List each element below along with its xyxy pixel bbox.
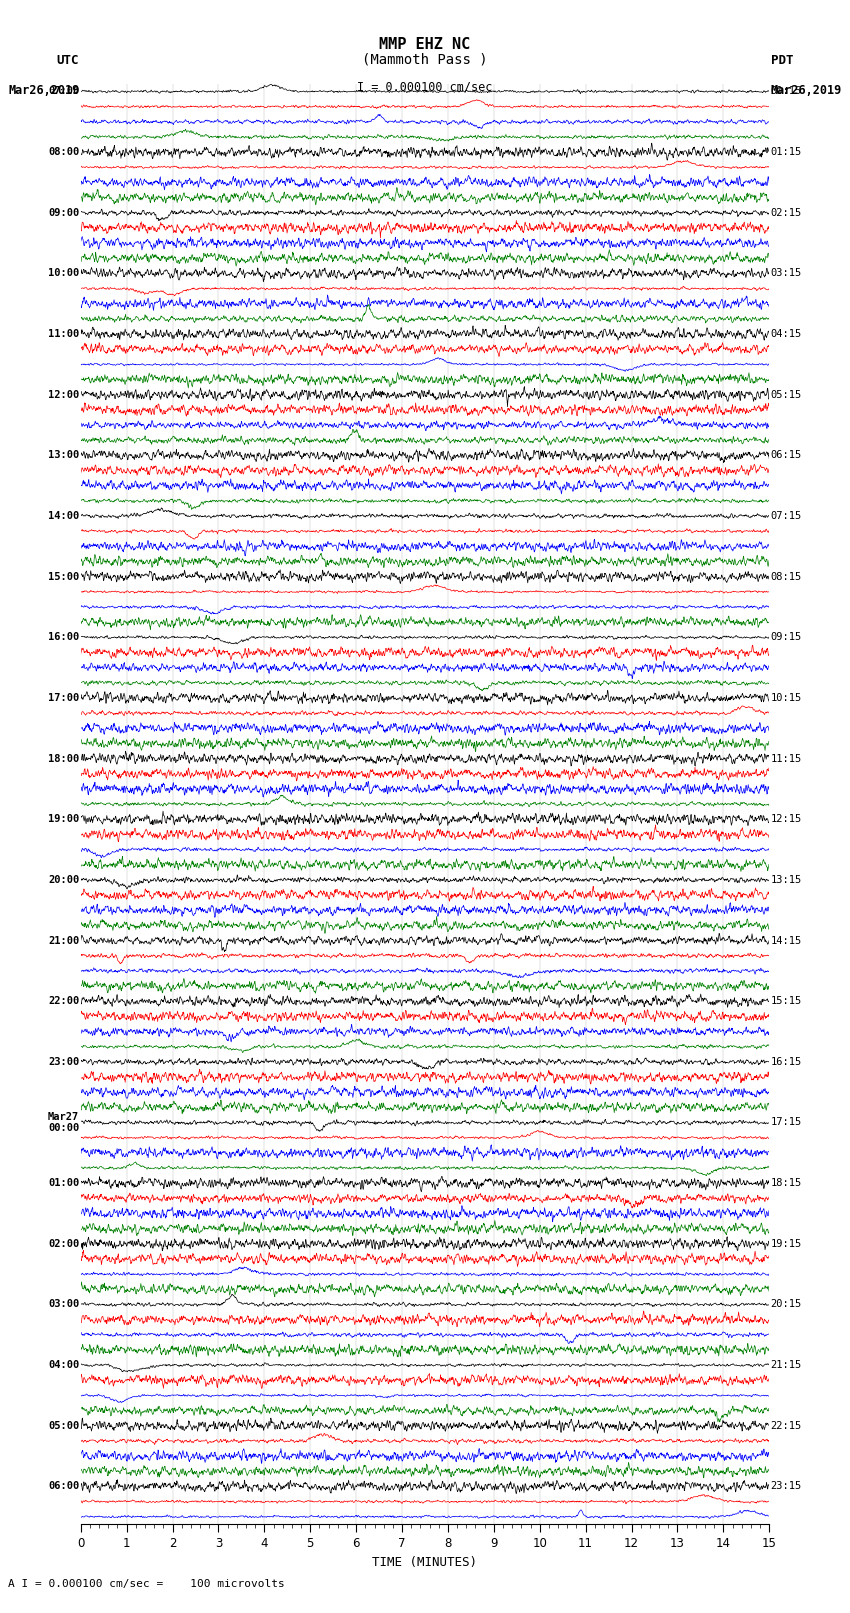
Text: 16:00: 16:00 bbox=[48, 632, 79, 642]
Text: 12:15: 12:15 bbox=[771, 815, 802, 824]
Text: 08:15: 08:15 bbox=[771, 571, 802, 582]
Text: 11:15: 11:15 bbox=[771, 753, 802, 763]
Text: 05:15: 05:15 bbox=[771, 390, 802, 400]
Text: 03:00: 03:00 bbox=[48, 1300, 79, 1310]
Text: 10:15: 10:15 bbox=[771, 694, 802, 703]
Text: 07:15: 07:15 bbox=[771, 511, 802, 521]
Text: 16:15: 16:15 bbox=[771, 1057, 802, 1066]
Text: Mar26,2019: Mar26,2019 bbox=[8, 84, 79, 97]
Text: 04:15: 04:15 bbox=[771, 329, 802, 339]
Text: Mar26,2019: Mar26,2019 bbox=[771, 84, 842, 97]
Text: 01:00: 01:00 bbox=[48, 1177, 79, 1189]
Text: 15:15: 15:15 bbox=[771, 997, 802, 1007]
Text: 14:00: 14:00 bbox=[48, 511, 79, 521]
Text: 18:15: 18:15 bbox=[771, 1177, 802, 1189]
Text: 13:00: 13:00 bbox=[48, 450, 79, 460]
Text: 09:15: 09:15 bbox=[771, 632, 802, 642]
Text: 06:00: 06:00 bbox=[48, 1481, 79, 1492]
Text: 01:15: 01:15 bbox=[771, 147, 802, 156]
X-axis label: TIME (MINUTES): TIME (MINUTES) bbox=[372, 1557, 478, 1569]
Text: 09:00: 09:00 bbox=[48, 208, 79, 218]
Text: 21:15: 21:15 bbox=[771, 1360, 802, 1369]
Text: 07:00: 07:00 bbox=[48, 87, 79, 97]
Text: 22:15: 22:15 bbox=[771, 1421, 802, 1431]
Text: UTC: UTC bbox=[57, 53, 79, 66]
Text: 23:15: 23:15 bbox=[771, 1481, 802, 1492]
Text: 20:15: 20:15 bbox=[771, 1300, 802, 1310]
Text: 02:15: 02:15 bbox=[771, 208, 802, 218]
Text: 17:00: 17:00 bbox=[48, 694, 79, 703]
Text: A I = 0.000100 cm/sec =    100 microvolts: A I = 0.000100 cm/sec = 100 microvolts bbox=[8, 1579, 286, 1589]
Text: 19:00: 19:00 bbox=[48, 815, 79, 824]
Text: 23:00: 23:00 bbox=[48, 1057, 79, 1066]
Text: 22:00: 22:00 bbox=[48, 997, 79, 1007]
Text: 20:00: 20:00 bbox=[48, 874, 79, 886]
Text: 13:15: 13:15 bbox=[771, 874, 802, 886]
Text: 11:00: 11:00 bbox=[48, 329, 79, 339]
Text: MMP EHZ NC: MMP EHZ NC bbox=[379, 37, 471, 52]
Text: 18:00: 18:00 bbox=[48, 753, 79, 763]
Text: 06:15: 06:15 bbox=[771, 450, 802, 460]
Text: 02:00: 02:00 bbox=[48, 1239, 79, 1248]
Text: 17:15: 17:15 bbox=[771, 1118, 802, 1127]
Text: 04:00: 04:00 bbox=[48, 1360, 79, 1369]
Text: (Mammoth Pass ): (Mammoth Pass ) bbox=[362, 53, 488, 66]
Text: 19:15: 19:15 bbox=[771, 1239, 802, 1248]
Text: 03:15: 03:15 bbox=[771, 268, 802, 279]
Text: PDT: PDT bbox=[771, 53, 793, 66]
Text: 08:00: 08:00 bbox=[48, 147, 79, 156]
Text: 15:00: 15:00 bbox=[48, 571, 79, 582]
Text: 10:00: 10:00 bbox=[48, 268, 79, 279]
Text: 14:15: 14:15 bbox=[771, 936, 802, 945]
Text: I = 0.000100 cm/sec: I = 0.000100 cm/sec bbox=[357, 81, 493, 94]
Text: 00:15: 00:15 bbox=[771, 87, 802, 97]
Text: 12:00: 12:00 bbox=[48, 390, 79, 400]
Text: 21:00: 21:00 bbox=[48, 936, 79, 945]
Text: Mar27
00:00: Mar27 00:00 bbox=[48, 1111, 79, 1134]
Text: 05:00: 05:00 bbox=[48, 1421, 79, 1431]
